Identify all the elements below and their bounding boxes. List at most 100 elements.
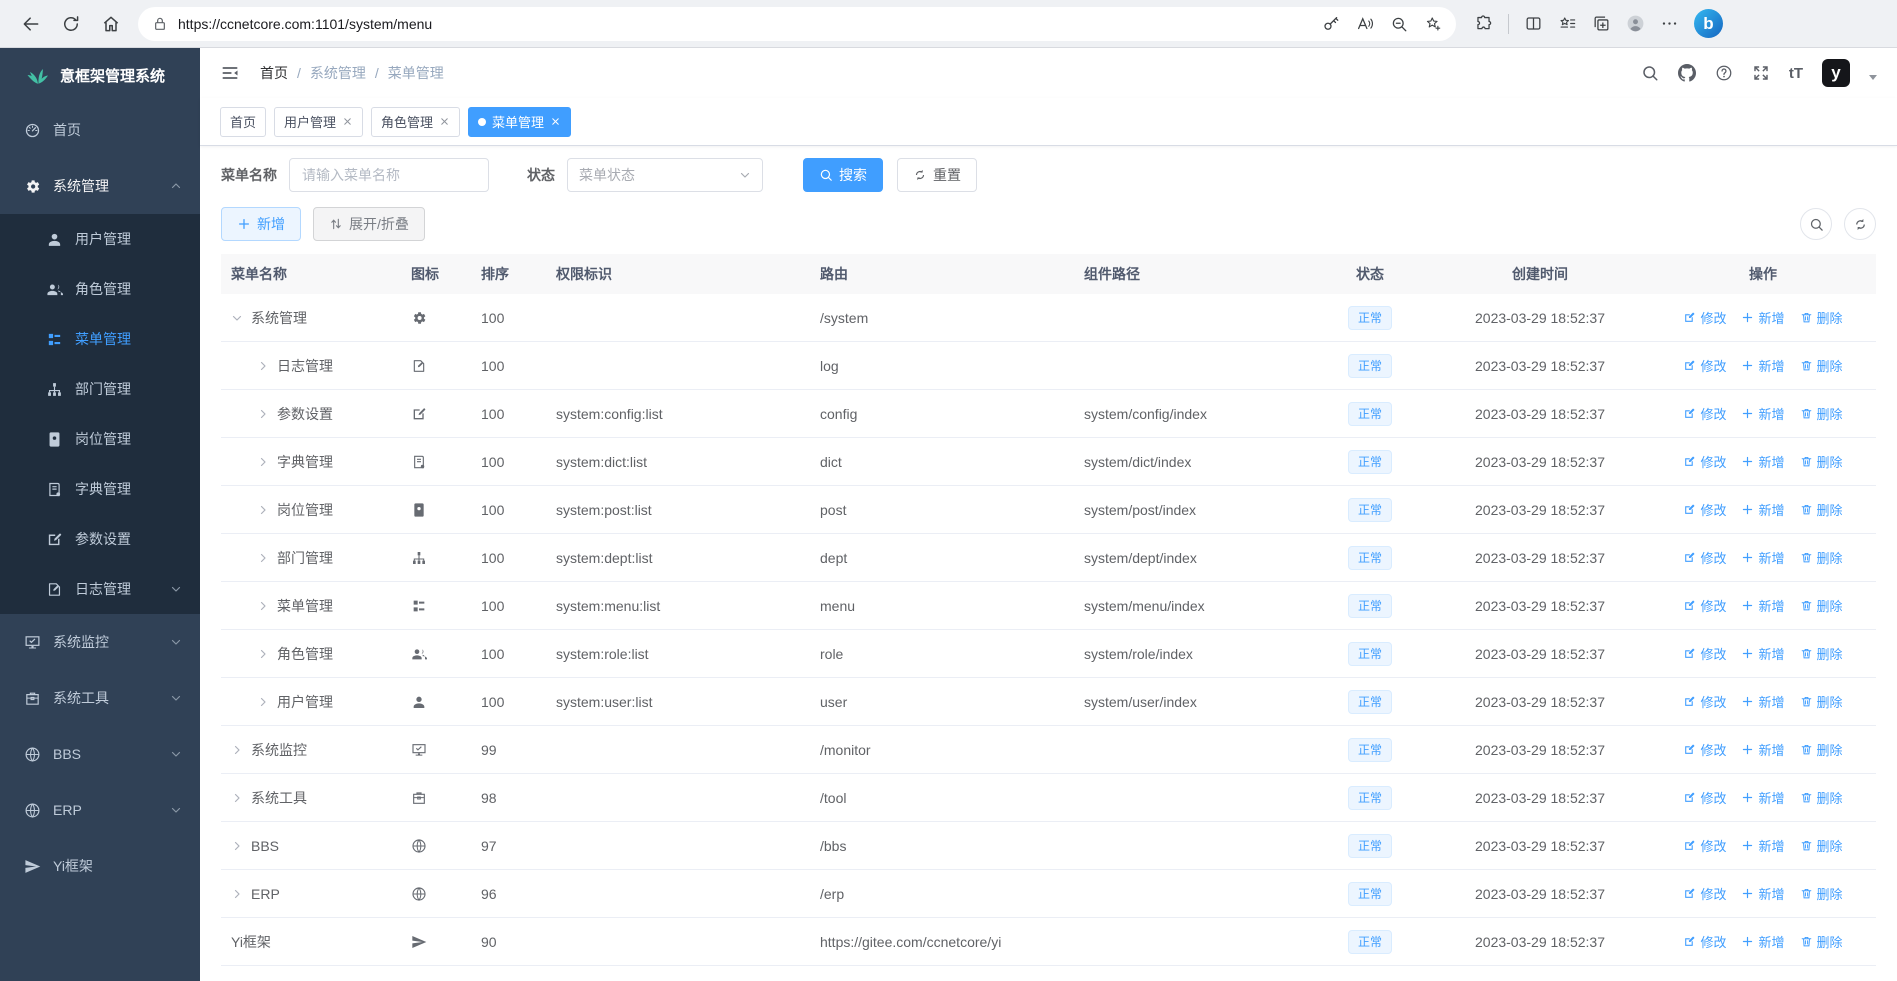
add-action-link[interactable]: 新增 (1741, 452, 1785, 471)
edit-action-link[interactable]: 修改 (1683, 884, 1726, 903)
add-action-link[interactable]: 新增 (1741, 692, 1785, 711)
edit-action-link[interactable]: 修改 (1683, 452, 1726, 471)
edit-action-link[interactable]: 修改 (1683, 836, 1726, 855)
chevron-right-icon[interactable] (231, 792, 243, 804)
bing-chat-icon[interactable]: b (1694, 9, 1723, 38)
sidebar-item-log[interactable]: 日志管理 (0, 564, 200, 614)
table-row[interactable]: 菜单管理 100 system:menu:list menu system/menu/i… (221, 582, 1876, 630)
edit-action-link[interactable]: 修改 (1683, 596, 1726, 615)
chevron-right-icon[interactable] (257, 360, 269, 372)
add-action-link[interactable]: 新增 (1741, 788, 1785, 807)
chevron-right-icon[interactable] (257, 408, 269, 420)
read-aloud-icon[interactable] (1356, 15, 1374, 33)
sidebar-item-tool[interactable]: 系统工具 (0, 670, 200, 726)
tab-用户管理[interactable]: 用户管理 (274, 106, 364, 137)
delete-action-link[interactable]: 删除 (1800, 740, 1843, 759)
font-size-button[interactable]: tT (1788, 64, 1803, 82)
status-select[interactable]: 菜单状态 (567, 158, 763, 192)
add-action-link[interactable]: 新增 (1741, 356, 1785, 375)
edit-action-link[interactable]: 修改 (1683, 356, 1726, 375)
tab-首页[interactable]: 首页 (220, 106, 267, 137)
collections-icon[interactable] (1592, 14, 1611, 33)
edit-action-link[interactable]: 修改 (1683, 548, 1726, 567)
delete-action-link[interactable]: 删除 (1800, 788, 1843, 807)
table-row[interactable]: 角色管理 100 system:role:list role system/role/i… (221, 630, 1876, 678)
delete-action-link[interactable]: 删除 (1800, 884, 1843, 903)
tab-close-icon[interactable] (342, 116, 353, 127)
sidebar-item-dept[interactable]: 部门管理 (0, 364, 200, 414)
chevron-right-icon[interactable] (257, 504, 269, 516)
delete-action-link[interactable]: 删除 (1800, 692, 1843, 711)
chevron-right-icon[interactable] (231, 888, 243, 900)
sidebar-collapse-button[interactable] (220, 61, 244, 85)
breadcrumb-item-2[interactable]: 系统管理 (309, 65, 366, 81)
table-row[interactable]: 系统管理 100/system 正常 2023-03-29 18:52:37 修改 新增 删… (221, 294, 1876, 342)
add-action-link[interactable]: 新增 (1741, 596, 1785, 615)
github-link-button[interactable] (1678, 64, 1696, 82)
chevron-right-icon[interactable] (231, 744, 243, 756)
add-action-link[interactable]: 新增 (1741, 932, 1785, 951)
edit-action-link[interactable]: 修改 (1683, 308, 1726, 327)
chevron-right-icon[interactable] (257, 648, 269, 660)
search-button[interactable]: 搜索 (803, 158, 883, 192)
sidebar-item-home[interactable]: 首页 (0, 102, 200, 158)
menu-name-input[interactable] (289, 158, 489, 192)
table-row[interactable]: 参数设置 100 system:config:list config system/co… (221, 390, 1876, 438)
table-row[interactable]: 岗位管理 100 system:post:list post system/post/i… (221, 486, 1876, 534)
sidebar-item-bbs[interactable]: BBS (0, 726, 200, 782)
sidebar-item-role[interactable]: 角色管理 (0, 264, 200, 314)
sidebar-item-config[interactable]: 参数设置 (0, 514, 200, 564)
sidebar-item-post[interactable]: 岗位管理 (0, 414, 200, 464)
browser-home-button[interactable] (92, 6, 130, 42)
chevron-right-icon[interactable] (257, 456, 269, 468)
delete-action-link[interactable]: 删除 (1800, 932, 1843, 951)
table-row[interactable]: 字典管理 100 system:dict:list dict system/dict/i… (221, 438, 1876, 486)
expand-collapse-button[interactable]: 展开/折叠 (313, 207, 425, 241)
delete-action-link[interactable]: 删除 (1800, 308, 1843, 327)
avatar-dropdown-caret[interactable] (1869, 74, 1877, 80)
sidebar-item-erp[interactable]: ERP (0, 782, 200, 838)
fullscreen-button[interactable] (1752, 64, 1770, 82)
chevron-right-icon[interactable] (231, 840, 243, 852)
zoom-out-icon[interactable] (1390, 15, 1408, 33)
split-screen-icon[interactable] (1524, 14, 1543, 33)
edit-action-link[interactable]: 修改 (1683, 500, 1726, 519)
sidebar-item-menu[interactable]: 菜单管理 (0, 314, 200, 364)
url-text[interactable]: https://ccnetcore.com:1101/system/menu (178, 15, 433, 32)
add-action-link[interactable]: 新增 (1741, 308, 1785, 327)
add-action-link[interactable]: 新增 (1741, 884, 1785, 903)
add-favorite-icon[interactable] (1424, 15, 1442, 33)
add-action-link[interactable]: 新增 (1741, 836, 1785, 855)
table-row[interactable]: Yi框架 90 https://gitee.com/ccnetcore/yi 正常 20… (221, 918, 1876, 966)
add-action-link[interactable]: 新增 (1741, 644, 1785, 663)
sidebar-item-system[interactable]: 系统管理 (0, 158, 200, 214)
sidebar-item-user[interactable]: 用户管理 (0, 214, 200, 264)
edit-action-link[interactable]: 修改 (1683, 740, 1726, 759)
browser-back-button[interactable] (12, 6, 50, 42)
add-button[interactable]: 新增 (221, 207, 301, 241)
delete-action-link[interactable]: 删除 (1800, 596, 1843, 615)
browser-refresh-button[interactable] (52, 6, 90, 42)
sidebar-item-monitor[interactable]: 系统监控 (0, 614, 200, 670)
table-row[interactable]: 部门管理 100 system:dept:list dept system/dept/i… (221, 534, 1876, 582)
tab-close-icon[interactable] (550, 116, 561, 127)
add-action-link[interactable]: 新增 (1741, 548, 1785, 567)
browser-menu-dots-icon[interactable] (1660, 14, 1679, 33)
delete-action-link[interactable]: 删除 (1800, 500, 1843, 519)
delete-action-link[interactable]: 删除 (1800, 356, 1843, 375)
table-row[interactable]: 日志管理 100 log 正常 2023-03-29 18:52:37 修改 新增 删除 (221, 342, 1876, 390)
edit-action-link[interactable]: 修改 (1683, 692, 1726, 711)
breadcrumb-item-1[interactable]: 首页 (260, 65, 288, 81)
add-action-link[interactable]: 新增 (1741, 404, 1785, 423)
header-search-button[interactable] (1641, 64, 1659, 82)
chevron-expanded-icon[interactable] (231, 312, 243, 324)
chevron-right-icon[interactable] (257, 552, 269, 564)
show-search-toggle-button[interactable] (1800, 208, 1832, 240)
delete-action-link[interactable]: 删除 (1800, 452, 1843, 471)
user-avatar[interactable]: y (1822, 59, 1850, 87)
favorites-icon[interactable] (1558, 14, 1577, 33)
sidebar-item-dict[interactable]: 字典管理 (0, 464, 200, 514)
delete-action-link[interactable]: 删除 (1800, 548, 1843, 567)
refresh-table-button[interactable] (1844, 208, 1876, 240)
browser-profile-avatar[interactable] (1626, 14, 1645, 33)
